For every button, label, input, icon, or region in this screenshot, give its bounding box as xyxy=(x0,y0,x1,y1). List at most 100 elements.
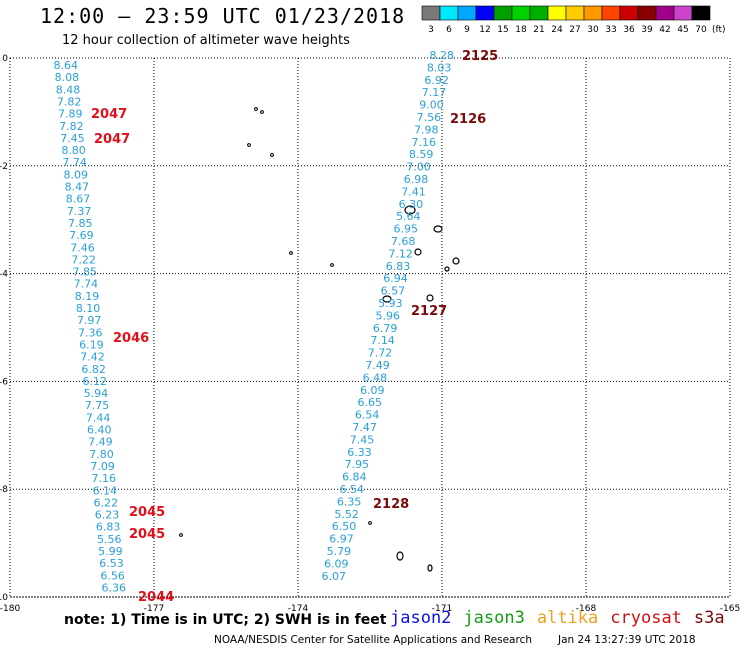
legend-entry-cryosat: cryosat xyxy=(610,608,682,628)
pass-label: 2046 xyxy=(113,331,149,346)
islands xyxy=(179,107,460,572)
colorbar-label: 24 xyxy=(551,25,563,35)
swh-value: 7.69 xyxy=(69,229,94,242)
swh-value: 6.36 xyxy=(102,581,127,594)
pass-label: 2128 xyxy=(373,497,409,512)
island-outline xyxy=(330,263,334,267)
island-outline xyxy=(444,266,450,272)
swh-value: 6.82 xyxy=(81,363,106,376)
swh-value: 7.37 xyxy=(67,205,92,218)
colorbar-swatch xyxy=(601,5,621,21)
swh-value: 6.83 xyxy=(96,521,121,534)
colorbar-label: 70 xyxy=(695,25,707,35)
colorbar-swatch xyxy=(583,5,603,21)
swh-value: 6.94 xyxy=(383,272,408,285)
colorbar-label: 12 xyxy=(479,25,490,35)
credit-line: NOAA/NESDIS Center for Satellite Applica… xyxy=(214,634,696,646)
pass-label: 2045 xyxy=(129,527,165,542)
swh-value: 7.22 xyxy=(71,253,96,266)
swh-value: 7.09 xyxy=(90,460,115,473)
swh-value: 5.79 xyxy=(327,545,352,558)
swh-value: 8.67 xyxy=(66,193,91,206)
colorbar-label: 3 xyxy=(428,25,434,35)
swh-value: 7.41 xyxy=(401,185,426,198)
map-title: 12:00 — 23:59 UTC 01/23/2018 xyxy=(40,4,406,28)
lat-tick-label: -2 xyxy=(0,162,8,172)
swh-value: 8.47 xyxy=(65,181,90,194)
pass-label: 2044 xyxy=(138,590,174,605)
colorbar: 3 6 9 12 15 18 21 24 27 30 33 36 39 42 45 70 (ft) xyxy=(421,5,726,35)
swh-value: 7.49 xyxy=(365,359,390,372)
island-outline xyxy=(368,521,372,525)
swh-value: 7.46 xyxy=(70,241,95,254)
swh-value: 7.16 xyxy=(91,472,116,485)
colorbar-label: 42 xyxy=(659,25,670,35)
swh-value: 8.28 xyxy=(430,49,455,62)
swh-value: 6.54 xyxy=(355,409,380,422)
colorbar-swatch xyxy=(439,5,459,21)
colorbar-swatch xyxy=(691,5,711,21)
swh-value: 5.64 xyxy=(396,210,421,223)
swh-value: 6.22 xyxy=(94,496,119,509)
swh-value: 7.74 xyxy=(62,156,87,169)
pass-label: 2126 xyxy=(450,112,486,127)
island-outline xyxy=(414,248,422,256)
swh-value: 6.97 xyxy=(329,533,354,546)
colorbar-swatch xyxy=(421,5,441,21)
swh-value: 7.56 xyxy=(417,111,442,124)
swh-value: 8.64 xyxy=(54,59,79,72)
swh-value: 7.44 xyxy=(86,411,111,424)
island-outline xyxy=(289,251,293,255)
swh-value: 8.09 xyxy=(64,168,89,181)
pass-label: 2125 xyxy=(462,49,498,64)
map-subtitle: 12 hour collection of altimeter wave hei… xyxy=(62,33,350,48)
lon-tick-label: -177 xyxy=(144,604,164,614)
swh-value: 6.53 xyxy=(99,557,124,570)
swh-value: 6.50 xyxy=(332,520,357,533)
swh-value: 6.33 xyxy=(347,446,372,459)
swh-value: 7.82 xyxy=(59,120,84,133)
swh-value: 7.72 xyxy=(368,347,393,360)
pass-label: 2047 xyxy=(94,132,130,147)
island-outline xyxy=(254,107,258,111)
island-outline xyxy=(404,205,416,215)
colorbar-label: 18 xyxy=(515,25,527,35)
island-outline xyxy=(452,257,460,265)
legend-entry-altika: altika xyxy=(536,608,599,628)
swh-value: 9.00 xyxy=(419,99,444,112)
pass-label: 2047 xyxy=(91,107,127,122)
colorbar-label: 33 xyxy=(605,25,616,35)
lat-lon-grid xyxy=(9,57,731,598)
colorbar-swatch xyxy=(565,5,585,21)
lat-tick-label: -4 xyxy=(0,270,8,280)
legend-entry-s3a: s3a xyxy=(693,608,725,628)
swh-value: 7.85 xyxy=(72,266,97,279)
colorbar-label: 15 xyxy=(497,25,508,35)
swh-value: 7.74 xyxy=(74,278,99,291)
swh-value: 8.19 xyxy=(75,290,100,303)
pass-label: 2127 xyxy=(411,304,447,319)
swh-value: 5.93 xyxy=(378,297,403,310)
credit-text: NOAA/NESDIS Center for Satellite Applica… xyxy=(214,634,532,646)
lon-tick-label: -168 xyxy=(576,604,597,614)
axis-ticks: -180 -177 -174 -171 -168 -165 0 -2 -4 -6 -8 -10 xyxy=(0,54,740,614)
island-outline xyxy=(260,110,264,114)
colorbar-swatch xyxy=(457,5,477,21)
swh-value: 6.79 xyxy=(373,322,398,335)
colorbar-label: 6 xyxy=(446,25,452,35)
swh-value: 7.68 xyxy=(391,235,416,248)
lon-tick-label: -174 xyxy=(288,604,309,614)
swh-value: 6.23 xyxy=(95,509,120,522)
swh-value: 6.07 xyxy=(322,570,347,583)
island-outline xyxy=(426,294,434,302)
lon-tick-label: -180 xyxy=(0,604,20,614)
swh-value: 7.00 xyxy=(406,161,431,174)
lat-tick-label: -8 xyxy=(0,485,8,495)
swh-value: 7.45 xyxy=(350,433,375,446)
island-outline xyxy=(247,143,251,147)
swh-value: 7.97 xyxy=(77,314,102,327)
colorbar-swatch xyxy=(673,5,693,21)
lon-tick-label: -165 xyxy=(720,604,740,614)
swh-value: 8.08 xyxy=(55,71,80,84)
swh-value: 6.56 xyxy=(100,569,125,582)
